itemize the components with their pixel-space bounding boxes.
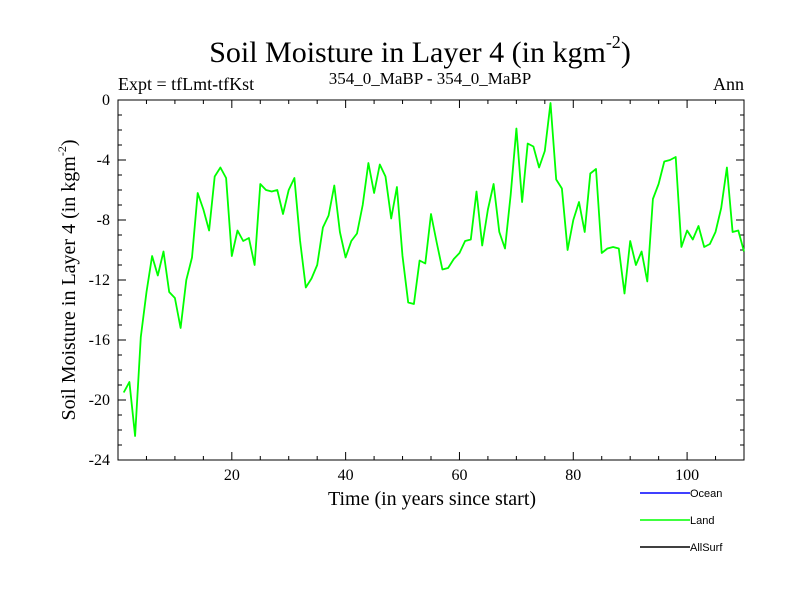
chart-title-close: ) bbox=[621, 36, 631, 69]
axis-ticks: 0 -4 -8 -12 -16 -20 -24 20 40 60 80 100 bbox=[89, 92, 744, 484]
plot-area bbox=[117, 99, 745, 461]
y-axis-label-sup: -2 bbox=[55, 146, 69, 156]
y-tick-label: 0 bbox=[102, 92, 110, 109]
subtitle-center: 354_0_MaBP - 354_0_MaBP bbox=[329, 69, 531, 88]
chart-title-main: Soil Moisture in Layer 4 (in kgm bbox=[209, 36, 606, 69]
chart-title-sup: -2 bbox=[606, 32, 621, 52]
x-axis-label: Time (in years since start) bbox=[328, 488, 536, 510]
y-tick-label: -12 bbox=[89, 272, 110, 289]
y-tick-label: -24 bbox=[89, 452, 110, 469]
legend: Ocean Land AllSurf bbox=[640, 488, 723, 554]
series-lines bbox=[122, 102, 745, 437]
y-axis-label: Soil Moisture in Layer 4 (in kgm-2) bbox=[55, 139, 80, 420]
x-tick-label: 40 bbox=[338, 467, 354, 484]
y-axis-label-main: Soil Moisture in Layer 4 (in kgm bbox=[58, 156, 80, 421]
legend-label-land: Land bbox=[690, 515, 714, 527]
subtitle-left: Expt = tfLmt-tfKst bbox=[118, 74, 254, 94]
y-tick-label: -20 bbox=[89, 392, 110, 409]
chart-title: Soil Moisture in Layer 4 (in kgm-2) bbox=[209, 32, 631, 69]
y-tick-label: -4 bbox=[97, 152, 110, 169]
legend-label-allsurf: AllSurf bbox=[690, 542, 723, 554]
x-tick-label: 60 bbox=[451, 467, 467, 484]
subtitle-right: Ann bbox=[713, 74, 744, 94]
y-axis-label-close: ) bbox=[58, 139, 80, 146]
x-tick-label: 20 bbox=[224, 467, 240, 484]
legend-label-ocean: Ocean bbox=[690, 488, 722, 500]
y-tick-label: -16 bbox=[89, 332, 110, 349]
x-tick-label: 100 bbox=[675, 467, 699, 484]
x-tick-label: 80 bbox=[565, 467, 581, 484]
series-line-land bbox=[122, 102, 745, 437]
y-tick-label: -8 bbox=[97, 212, 110, 229]
